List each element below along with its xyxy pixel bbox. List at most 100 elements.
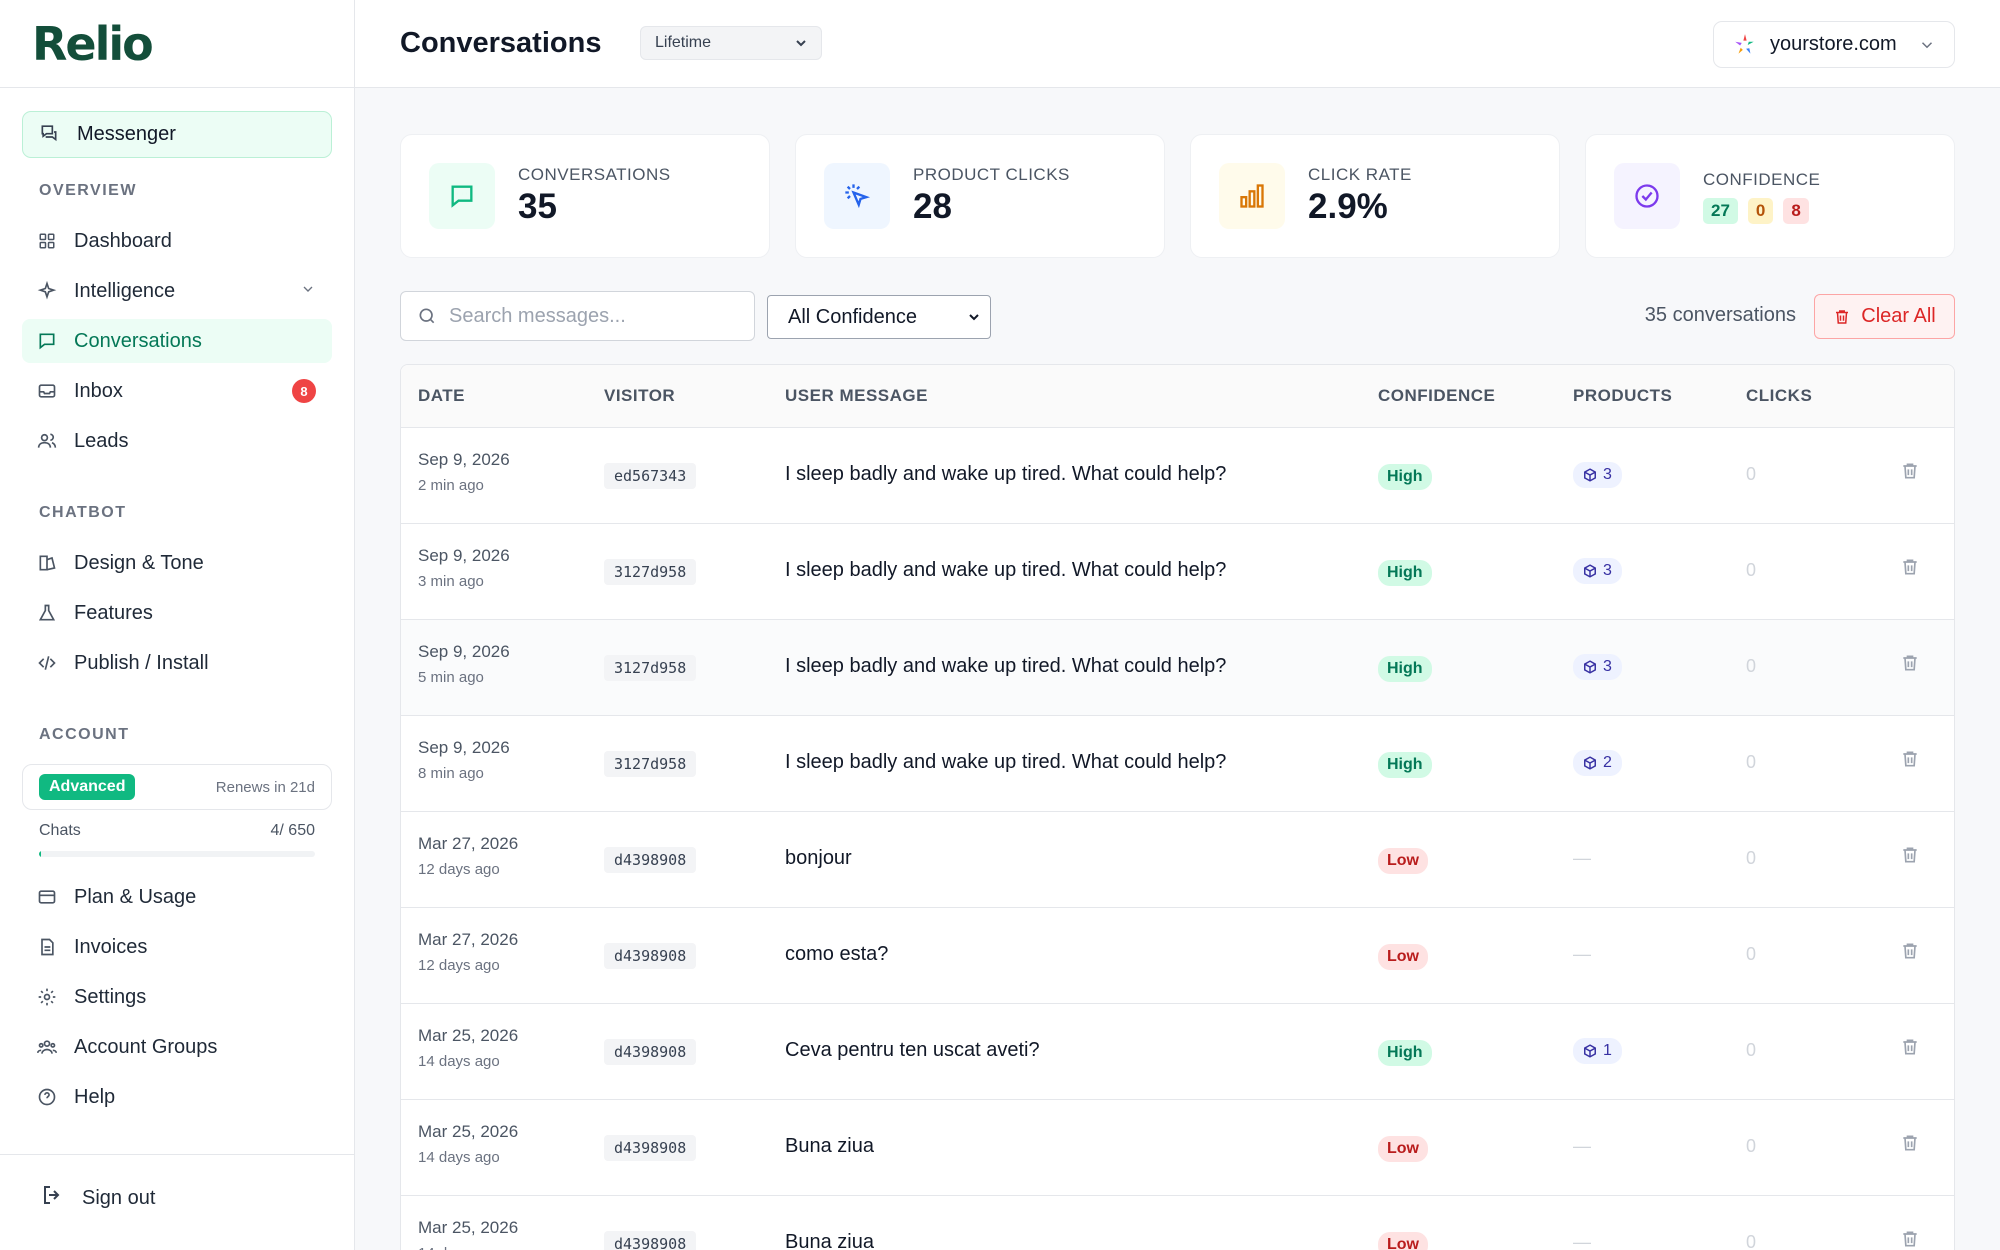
delete-row-trash-icon[interactable] xyxy=(1900,1229,1920,1250)
row-relative-time: 8 min ago xyxy=(418,765,484,782)
conversations-table: DATE VISITOR USER MESSAGE CONFIDENCE PRO… xyxy=(400,364,1955,1250)
logo-area: Relio xyxy=(0,0,354,88)
sidebar-item-design-tone[interactable]: Design & Tone xyxy=(22,541,332,585)
sidebar-item-intelligence[interactable]: Intelligence xyxy=(22,269,332,313)
row-relative-time: 12 days ago xyxy=(418,957,500,974)
sidebar-item-leads[interactable]: Leads xyxy=(22,419,332,463)
column-header-confidence[interactable]: CONFIDENCE xyxy=(1378,386,1496,405)
delete-row-trash-icon[interactable] xyxy=(1900,749,1920,774)
confidence-high-count: 27 xyxy=(1703,198,1738,224)
column-header-visitor[interactable]: VISITOR xyxy=(604,386,676,405)
row-products-badge[interactable]: 3 xyxy=(1573,462,1622,488)
confidence-filter-select[interactable]: All Confidence xyxy=(767,295,991,339)
date-range-select[interactable]: Lifetime xyxy=(640,26,822,60)
row-relative-time: 5 min ago xyxy=(418,669,484,686)
sidebar-item-label: Invoices xyxy=(74,935,148,958)
delete-row-trash-icon[interactable] xyxy=(1900,845,1920,870)
sidebar-item-settings[interactable]: Settings xyxy=(22,975,332,1019)
stat-card-click-rate: CLICK RATE 2.9% xyxy=(1190,134,1560,258)
column-header-message[interactable]: USER MESSAGE xyxy=(785,386,928,405)
row-products-badge[interactable]: 3 xyxy=(1573,558,1622,584)
sidebar-item-label: Conversations xyxy=(74,329,202,352)
sidebar-item-label: Features xyxy=(74,601,153,624)
sidebar-item-help[interactable]: Help xyxy=(22,1075,332,1119)
row-confidence-badge: High xyxy=(1378,656,1432,682)
table-row[interactable]: Mar 27, 2026 12 days ago d4398908 bonjou… xyxy=(401,812,1954,908)
row-products-badge[interactable]: 2 xyxy=(1573,750,1622,776)
table-row[interactable]: Mar 25, 2026 14 days ago d4398908 Ceva p… xyxy=(401,1004,1954,1100)
chevron-down-icon xyxy=(1918,36,1936,60)
stat-label: PRODUCT CLICKS xyxy=(913,165,1070,184)
row-clicks: 0 xyxy=(1746,560,1757,580)
sidebar-item-account-groups[interactable]: Account Groups xyxy=(22,1025,332,1069)
table-row[interactable]: Mar 25, 2026 14 days ago d4398908 Buna z… xyxy=(401,1100,1954,1196)
delete-row-trash-icon[interactable] xyxy=(1900,653,1920,678)
chevron-down-icon xyxy=(793,35,809,56)
sidebar-item-dashboard[interactable]: Dashboard xyxy=(22,219,332,263)
row-relative-time: 14 days ago xyxy=(418,1053,500,1070)
chevron-down-icon[interactable] xyxy=(300,280,316,303)
table-row[interactable]: Sep 9, 2026 3 min ago 3127d958 I sleep b… xyxy=(401,524,1954,620)
cube-icon xyxy=(1583,564,1597,578)
table-row[interactable]: Sep 9, 2026 8 min ago 3127d958 I sleep b… xyxy=(401,716,1954,812)
brand-logo[interactable]: Relio xyxy=(32,16,154,71)
row-confidence-badge: Low xyxy=(1378,944,1428,970)
flask-icon xyxy=(36,603,58,623)
row-visitor-id: d4398908 xyxy=(604,943,697,969)
plan-renewal: Renews in 21d xyxy=(215,778,315,796)
document-icon xyxy=(36,937,58,957)
row-products-count: 3 xyxy=(1603,466,1612,483)
table-row[interactable]: Mar 27, 2026 12 days ago d4398908 como e… xyxy=(401,908,1954,1004)
users-icon xyxy=(36,431,58,451)
delete-row-trash-icon[interactable] xyxy=(1900,1037,1920,1062)
sidebar-item-publish-install[interactable]: Publish / Install xyxy=(22,641,332,685)
sidebar-item-plan-usage[interactable]: Plan & Usage xyxy=(22,875,332,919)
plan-badge: Advanced xyxy=(39,774,136,800)
messenger-label: Messenger xyxy=(77,123,176,145)
badge-check-icon xyxy=(1614,163,1680,229)
table-row[interactable]: Sep 9, 2026 5 min ago 3127d958 I sleep b… xyxy=(401,620,1954,716)
row-date: Mar 25, 2026 xyxy=(418,1218,519,1237)
table-row[interactable]: Mar 25, 2026 14 days ago d4398908 Buna z… xyxy=(401,1196,1954,1250)
sidebar-item-invoices[interactable]: Invoices xyxy=(22,925,332,969)
card-icon xyxy=(36,887,58,907)
table-row[interactable]: Sep 9, 2026 2 min ago ed567343 I sleep b… xyxy=(401,428,1954,524)
row-date: Sep 9, 2026 xyxy=(418,642,510,661)
sidebar-item-label: Plan & Usage xyxy=(74,885,197,908)
row-user-message: bonjour xyxy=(785,847,852,869)
stat-value: 2.9% xyxy=(1308,187,1388,226)
row-visitor-id: d4398908 xyxy=(604,1231,697,1250)
cube-icon xyxy=(1583,468,1597,482)
cube-icon xyxy=(1583,660,1597,674)
row-relative-time: 14 days ago xyxy=(418,1245,500,1250)
confidence-filter-value: All Confidence xyxy=(788,305,917,328)
search-input[interactable] xyxy=(449,304,739,328)
delete-row-trash-icon[interactable] xyxy=(1900,941,1920,966)
search-icon xyxy=(417,306,437,326)
account-heading: ACCOUNT xyxy=(39,726,130,743)
cube-icon xyxy=(1583,1044,1597,1058)
inbox-count-badge: 8 xyxy=(292,379,316,403)
delete-row-trash-icon[interactable] xyxy=(1900,557,1920,582)
column-header-clicks[interactable]: CLICKS xyxy=(1746,386,1813,405)
stat-label: CONFIDENCE xyxy=(1703,170,1821,189)
plan-card[interactable]: Advanced Renews in 21d xyxy=(22,764,332,810)
sidebar-item-conversations[interactable]: Conversations xyxy=(22,319,332,363)
row-products-badge[interactable]: 1 xyxy=(1573,1038,1622,1064)
messenger-button[interactable]: Messenger xyxy=(22,111,332,158)
sidebar-item-features[interactable]: Features xyxy=(22,591,332,635)
sidebar-item-inbox[interactable]: Inbox 8 xyxy=(22,369,332,413)
cursor-click-icon xyxy=(824,163,890,229)
store-switcher[interactable]: yourstore.com xyxy=(1713,21,1955,68)
column-header-date[interactable]: DATE xyxy=(418,386,466,405)
sidebar-item-label: Dashboard xyxy=(74,229,172,252)
store-name: yourstore.com xyxy=(1770,33,1897,55)
clear-all-button[interactable]: Clear All xyxy=(1814,294,1955,339)
delete-row-trash-icon[interactable] xyxy=(1900,1133,1920,1158)
column-header-products[interactable]: PRODUCTS xyxy=(1573,386,1673,405)
row-date: Sep 9, 2026 xyxy=(418,450,510,469)
delete-row-trash-icon[interactable] xyxy=(1900,461,1920,486)
row-products-empty: — xyxy=(1573,848,1591,868)
row-products-badge[interactable]: 3 xyxy=(1573,654,1622,680)
signout-button[interactable]: Sign out xyxy=(40,1183,155,1213)
